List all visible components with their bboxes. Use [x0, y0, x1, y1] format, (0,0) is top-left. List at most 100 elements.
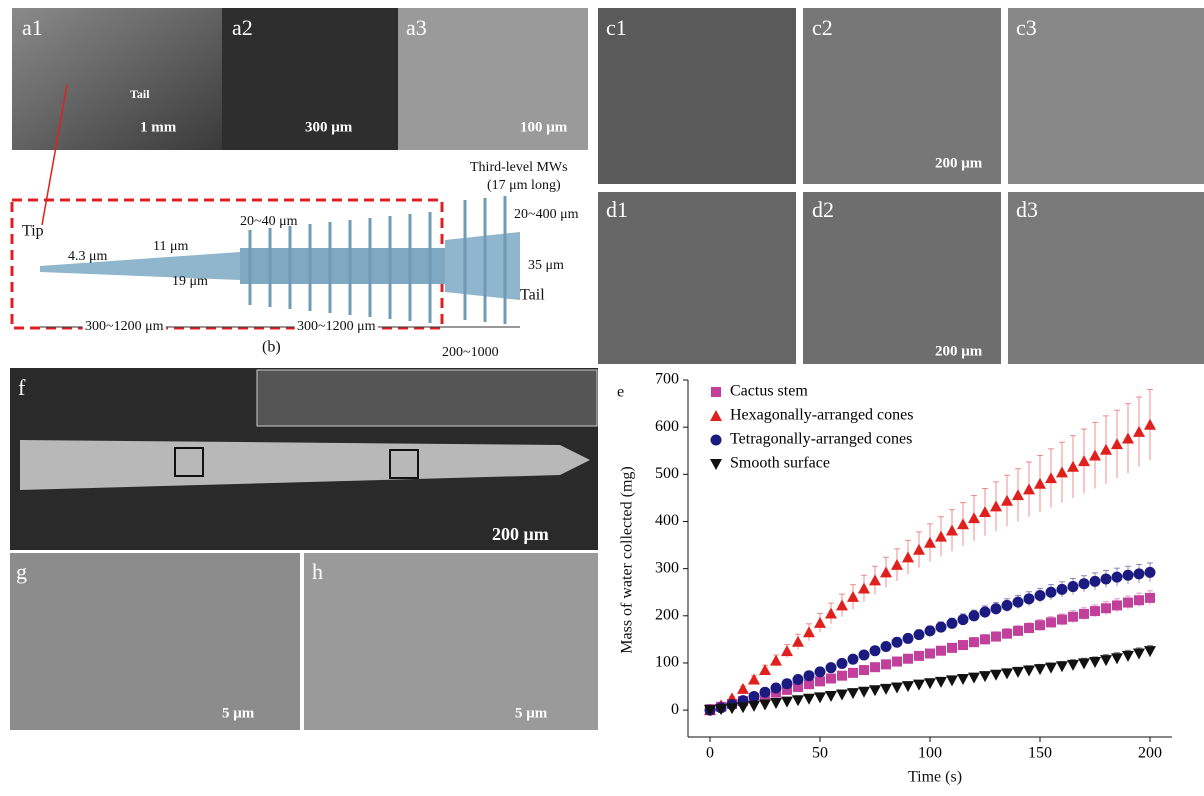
marker [1133, 426, 1145, 437]
marker [782, 678, 793, 689]
marker [881, 641, 892, 652]
y-tick-label: 100 [655, 654, 679, 671]
marker [814, 617, 826, 628]
marker [914, 651, 924, 661]
marker [737, 683, 749, 694]
marker [1123, 570, 1134, 581]
scale-label: 100 μm [520, 119, 568, 135]
x-tick-label: 50 [812, 745, 828, 762]
label: 11 μm [153, 239, 188, 254]
marker [836, 599, 848, 610]
marker [815, 666, 826, 677]
marker [958, 614, 969, 625]
legend-label: Cactus stem [730, 383, 808, 400]
marker [770, 698, 782, 709]
marker [990, 670, 1002, 681]
marker [979, 506, 991, 517]
marker [979, 671, 991, 682]
marker [770, 655, 782, 666]
marker [924, 537, 936, 548]
marker [1123, 598, 1133, 608]
marker [958, 640, 968, 650]
marker [1023, 483, 1035, 494]
marker [969, 637, 979, 647]
label: 300~1200 μm [297, 319, 376, 334]
panel-label: g [16, 559, 27, 584]
marker [1001, 495, 1013, 506]
marker [1001, 668, 1013, 679]
label: 20~400 μm [514, 207, 579, 222]
marker [1012, 667, 1024, 678]
marker [1045, 472, 1057, 483]
marker [1067, 660, 1079, 671]
scale-label: 300 μm [305, 119, 353, 135]
panel-label: f [18, 375, 26, 400]
marker [980, 634, 990, 644]
marker [1122, 432, 1134, 443]
marker [880, 684, 892, 695]
marker [924, 678, 936, 689]
marker [837, 671, 847, 681]
marker [1046, 587, 1057, 598]
label: Tail [520, 287, 545, 304]
marker [1012, 489, 1024, 500]
marker [781, 697, 793, 708]
marker [902, 551, 914, 562]
marker [1145, 593, 1155, 603]
marker [826, 662, 837, 673]
marker [1101, 574, 1112, 585]
marker [1056, 661, 1068, 672]
marker [1046, 617, 1056, 627]
figure: a1 a2 a3 1 mm 300 μm 100 μm Tail Tip 4.3… [0, 0, 1204, 791]
panel-label: d1 [606, 197, 628, 222]
sem-image [598, 8, 796, 184]
marker [947, 643, 957, 653]
marker [759, 664, 771, 675]
marker [825, 691, 837, 702]
marker [1111, 653, 1123, 664]
marker [710, 410, 722, 421]
legend-label: Hexagonally-arranged cones [730, 407, 913, 424]
marker [1057, 584, 1068, 595]
marker [869, 574, 881, 585]
marker [792, 695, 804, 706]
marker [1144, 419, 1156, 430]
panel-label: e [617, 384, 624, 401]
y-tick-label: 400 [655, 512, 679, 529]
panel-label: c1 [606, 15, 627, 40]
label: 20~40 μm [240, 214, 298, 229]
marker [913, 680, 925, 691]
marker [859, 665, 869, 675]
marker [848, 654, 859, 665]
sem-image [10, 553, 300, 730]
marker [891, 559, 903, 570]
marker [804, 670, 815, 681]
marker [793, 674, 804, 685]
x-tick-label: 0 [706, 745, 714, 762]
marker [847, 688, 859, 699]
marker [1144, 646, 1156, 657]
panel-label: a1 [22, 15, 43, 40]
marker [957, 674, 969, 685]
marker [1111, 438, 1123, 449]
marker [1090, 606, 1100, 616]
marker [936, 646, 946, 656]
marker [1101, 603, 1111, 613]
marker [925, 649, 935, 659]
marker [1013, 597, 1024, 608]
label: 19 μm [172, 274, 208, 289]
marker [936, 622, 947, 633]
marker [847, 591, 859, 602]
marker [1067, 461, 1079, 472]
marker [1045, 663, 1057, 674]
marker [1112, 572, 1123, 583]
marker [1079, 609, 1089, 619]
marker [858, 687, 870, 698]
marker [881, 659, 891, 669]
marker [947, 618, 958, 629]
marker [892, 657, 902, 667]
marker [969, 610, 980, 621]
marker [1089, 657, 1101, 668]
marker [870, 662, 880, 672]
marker [859, 649, 870, 660]
